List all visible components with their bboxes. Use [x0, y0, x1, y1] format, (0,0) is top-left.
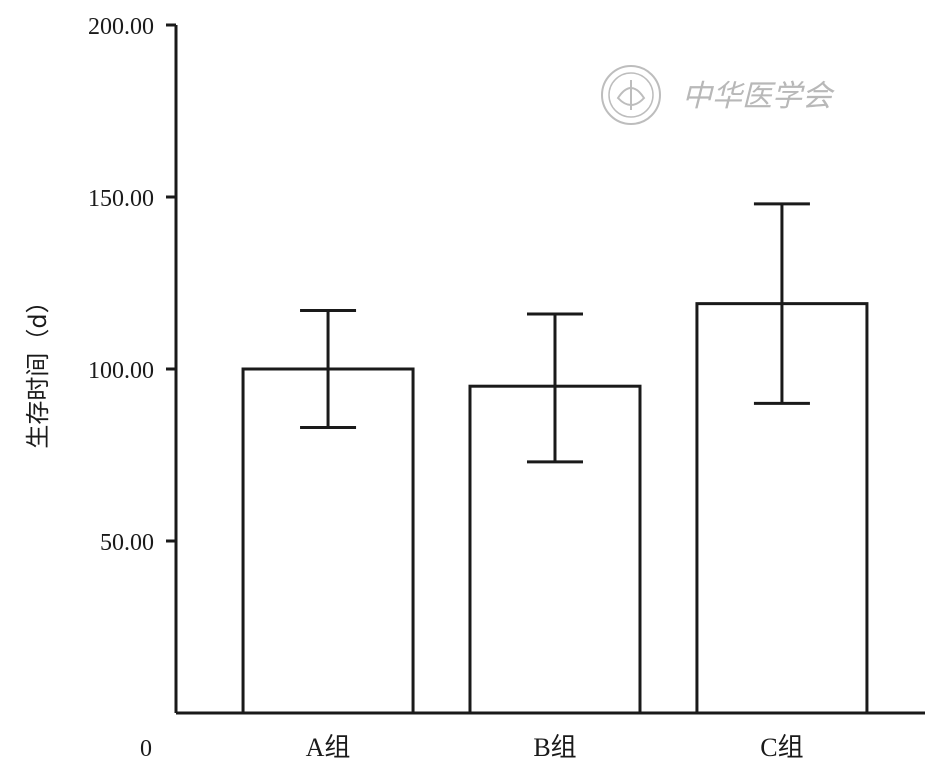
watermark-text: 中华医学会	[682, 79, 835, 114]
error-bar-2	[526, 312, 583, 464]
y-tick-label: 150.00	[88, 186, 154, 212]
society-seal-icon	[601, 65, 661, 125]
y-axis-title: 生存时间（d）	[24, 289, 52, 448]
y-tick-label: 200.00	[88, 14, 154, 40]
error-bar-1	[300, 309, 357, 429]
origin-label: 0	[140, 736, 152, 762]
x-category-label: C组	[760, 733, 803, 762]
x-category-label: A组	[306, 733, 351, 762]
x-category-label: B组	[533, 733, 576, 762]
watermark: 中华医学会	[601, 65, 835, 125]
y-tick-label: 100.00	[88, 358, 154, 384]
error-bar-3	[753, 202, 810, 405]
y-tick-label: 50.00	[100, 530, 154, 556]
